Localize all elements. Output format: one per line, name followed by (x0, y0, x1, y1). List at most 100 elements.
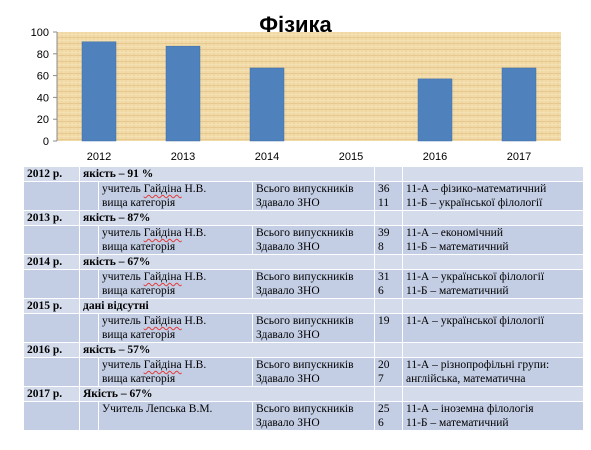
label-zno: Здавало ЗНО (256, 373, 320, 385)
year-cell (23, 269, 80, 299)
year-cell (23, 313, 80, 343)
teacher-cell: учитель Гайдіна Н.В. вища категорія (98, 357, 253, 387)
table-row-detail: учитель Гайдіна Н.В. вища категорія Всього… (23, 269, 585, 299)
class-b: 11-Б – математичний (406, 285, 509, 297)
teacher-category (102, 416, 252, 430)
year-cell: 2014 р. (23, 254, 80, 270)
label-zno: Здавало ЗНО (256, 241, 320, 253)
label-total: Всього випускників (256, 315, 354, 327)
year-cell: 2016 р. (23, 342, 80, 358)
quality-cell: якість – 87% (78, 210, 376, 226)
class-b: англійська, математична (406, 373, 526, 385)
spellcheck-word: Гайдіна (143, 271, 182, 283)
y-tick-label: 100 (31, 27, 49, 39)
classes-cell: 11-А – економічний 11-Б – математичний (402, 225, 585, 255)
x-tick-label: 2017 (507, 151, 531, 163)
table-row-header: 2013 р. якість – 87% (23, 210, 585, 226)
teacher-name: учитель Гайдіна Н.В. (102, 227, 207, 239)
bar-chart: 0 20 40 60 80 100 2012 2013 2014 2015 2016 2017 (31, 27, 561, 163)
class-b (406, 328, 583, 342)
bar-2012 (81, 41, 117, 142)
class-b: 11-Б – української філології (406, 197, 543, 209)
plot-area (57, 32, 561, 141)
results-table: 2012 р. якість – 91 % учитель Гайдіна Н.В.… (23, 166, 585, 431)
label-zno: Здавало ЗНО (256, 285, 320, 297)
count-zno: 7 (378, 373, 384, 385)
y-tick-label: 80 (37, 49, 49, 61)
count-total: 19 (378, 315, 390, 327)
table-row-header: 2017 р. Якість – 67% (23, 386, 585, 402)
empty-cell (374, 166, 404, 182)
year-cell (23, 401, 80, 431)
class-a: 11-А – фізико-математичний (406, 183, 547, 195)
teacher-category: вища категорія (102, 285, 176, 297)
count-total: 25 (378, 403, 390, 415)
count-zno: 6 (378, 417, 384, 429)
x-axis: 2012 2013 2014 2015 2016 2017 (87, 151, 531, 163)
teacher-category: вища категорія (102, 241, 176, 253)
label-total: Всього випускників (256, 359, 354, 371)
table-row-detail: учитель Гайдіна Н.В. вища категорія Всього… (23, 181, 585, 211)
count-total: 20 (378, 359, 390, 371)
empty-cell (79, 313, 99, 343)
bars (81, 41, 537, 142)
quality-cell: якість – 67% (78, 254, 376, 270)
spellcheck-word: Гайдіна (143, 183, 182, 195)
quality-cell: якість – 91 % (78, 166, 376, 182)
bar-2016 (417, 78, 453, 142)
empty-cell (79, 401, 99, 431)
labels-cell: Всього випускників Здавало ЗНО (251, 401, 376, 431)
class-a: 11-А – української філології (406, 315, 545, 327)
y-tick-label: 20 (37, 114, 49, 126)
year-cell (23, 181, 80, 211)
empty-cell (402, 166, 585, 182)
labels-cell: Всього випускників Здавало ЗНО (251, 181, 376, 211)
teacher-cell: учитель Гайдіна Н.В. вища категорія (98, 225, 253, 255)
empty-cell (402, 210, 585, 226)
classes-cell: 11-А – фізико-математичний 11-Б – українс… (402, 181, 585, 211)
year-cell: 2017 р. (23, 386, 80, 402)
x-tick-label: 2014 (255, 151, 279, 163)
x-tick-label: 2015 (339, 151, 363, 163)
year-cell (23, 357, 80, 387)
table-row-detail: Учитель Лепська В.М. Всього випускників З… (23, 401, 585, 431)
y-tick-label: 60 (37, 71, 49, 83)
class-a: 11-А – іноземна філологія (406, 403, 534, 415)
count-zno: 8 (378, 241, 384, 253)
x-tick-label: 2016 (423, 151, 447, 163)
class-a: 11-А – економічний (406, 227, 503, 239)
empty-cell (79, 181, 99, 211)
table-row-header: 2012 р. якість – 91 % (23, 166, 585, 182)
class-b: 11-Б – математичний (406, 241, 509, 253)
year-cell: 2013 р. (23, 210, 80, 226)
classes-cell: 11-А – української філології (402, 313, 585, 343)
count-total: 39 (378, 227, 390, 239)
teacher-name: учитель Гайдіна Н.В. (102, 183, 207, 195)
classes-cell: 11-А – різнопрофільні групи: англійська, … (402, 357, 585, 387)
classes-cell: 11-А – української філології 11-Б – матем… (402, 269, 585, 299)
y-axis: 0 20 40 60 80 100 (31, 27, 58, 148)
table-row-detail: учитель Гайдіна Н.В. вища категорія Всього… (23, 357, 585, 387)
empty-cell (402, 342, 585, 358)
spellcheck-word: Гайдіна (143, 227, 182, 239)
count-total: 31 (378, 271, 390, 283)
empty-cell (374, 210, 404, 226)
teacher-name: учитель Гайдіна Н.В. (102, 271, 207, 283)
quality-cell: Якість – 67% (78, 386, 376, 402)
numbers-cell: 25 6 (374, 401, 404, 431)
numbers-cell: 36 11 (374, 181, 404, 211)
labels-cell: Всього випускників Здавало ЗНО (251, 313, 376, 343)
teacher-cell: учитель Гайдіна Н.В. вища категорія (98, 313, 253, 343)
labels-cell: Всього випускників Здавало ЗНО (251, 357, 376, 387)
y-tick-label: 40 (37, 92, 49, 104)
teacher-category: вища категорія (102, 373, 176, 385)
quality-cell: якість – 57% (78, 342, 376, 358)
label-total: Всього випускників (256, 271, 354, 283)
class-b: 11-Б – математичний (406, 417, 509, 429)
quality-cell: дані відсутні (78, 298, 376, 314)
teacher-category: вища категорія (102, 329, 176, 341)
count-zno: 11 (378, 197, 390, 209)
label-total: Всього випускників (256, 227, 354, 239)
label-zno: Здавало ЗНО (256, 417, 320, 429)
table-row-detail: учитель Гайдіна Н.В. вища категорія Всього… (23, 313, 585, 343)
